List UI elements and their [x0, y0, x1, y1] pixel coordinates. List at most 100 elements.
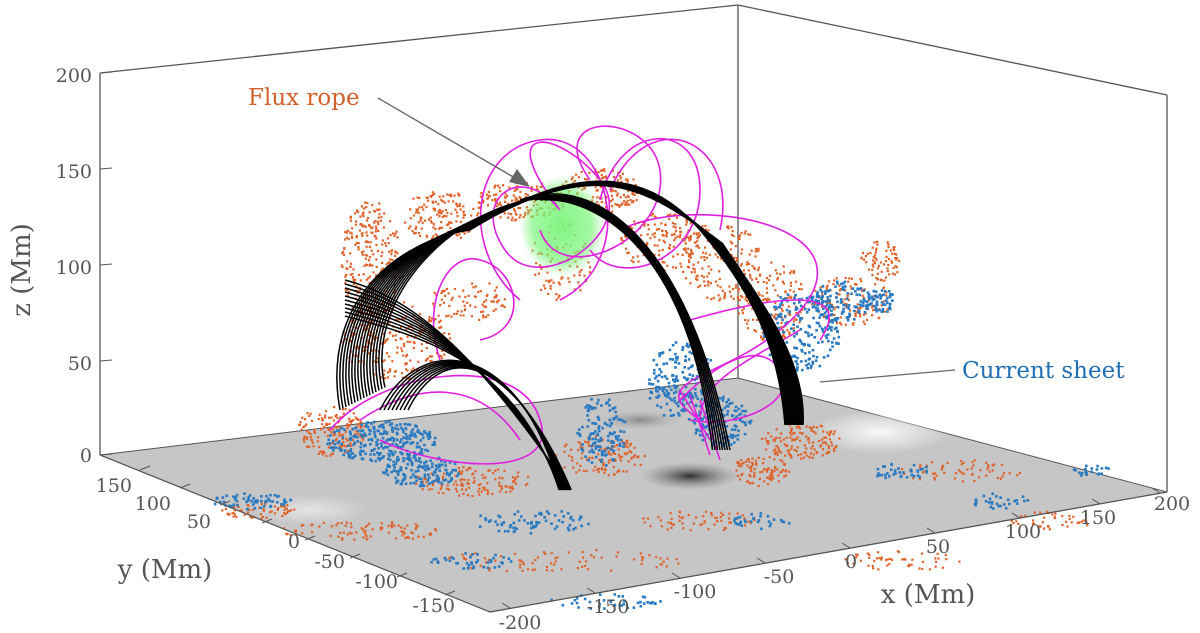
current-sheet-point	[411, 441, 415, 444]
flux-rope-point	[732, 256, 735, 259]
current-sheet-point	[418, 464, 421, 468]
magenta-field-line	[539, 125, 662, 258]
flux-rope-point	[734, 245, 737, 248]
current-sheet-point	[415, 476, 418, 479]
box-front	[99, 454, 1168, 613]
flux-rope-point	[824, 441, 827, 444]
flux-rope-point	[631, 201, 634, 204]
flux-rope-point	[626, 178, 629, 181]
flux-rope-point	[668, 243, 672, 247]
flux-rope-point	[405, 355, 408, 358]
flux-rope-point	[434, 233, 437, 236]
flux-rope-point	[437, 345, 440, 348]
flux-rope-point	[1051, 513, 1054, 516]
flux-rope-point	[668, 246, 671, 249]
current-sheet-point	[360, 429, 363, 433]
flux-rope-point	[431, 200, 434, 203]
flux-rope-point	[417, 360, 420, 363]
flux-rope-point	[796, 436, 799, 439]
current-sheet-point	[561, 603, 565, 607]
flux-rope-point	[781, 468, 784, 472]
flux-rope-point	[537, 272, 540, 275]
flux-rope-point	[771, 471, 774, 474]
flux-rope-point	[368, 225, 371, 228]
flux-rope-point	[987, 464, 990, 467]
flux-rope-point	[782, 282, 785, 285]
current-sheet-point	[865, 303, 869, 307]
flux-rope-point	[651, 212, 654, 215]
flux-rope-point	[388, 321, 391, 324]
current-sheet-point	[352, 434, 356, 438]
flux-rope-point	[755, 247, 758, 251]
flux-rope-point	[782, 265, 785, 268]
flux-rope-point	[385, 244, 388, 247]
flux-rope-point	[891, 252, 894, 255]
flux-rope-point	[235, 515, 238, 518]
flux-rope-point	[779, 459, 782, 462]
current-sheet-point	[539, 511, 543, 515]
current-sheet-point	[547, 512, 551, 515]
current-sheet-point	[734, 521, 737, 525]
flux-rope-point	[527, 475, 530, 478]
current-sheet-point	[689, 391, 692, 395]
current-sheet-point	[795, 307, 799, 310]
y-tick-label: 100	[135, 493, 171, 515]
current-sheet-point	[596, 402, 599, 405]
flux-rope-point	[611, 459, 614, 462]
current-sheet-point	[394, 462, 397, 466]
flux-rope-point	[396, 252, 399, 255]
flux-rope-point	[736, 461, 739, 465]
flux-rope-point	[401, 372, 404, 375]
flux-rope-point	[765, 448, 768, 451]
flux-rope-point	[283, 511, 286, 514]
flux-rope-point	[393, 291, 396, 294]
flux-rope-point	[611, 446, 614, 449]
flux-rope-point	[807, 437, 810, 440]
current-sheet-point	[1072, 468, 1076, 471]
flux-rope-point	[462, 556, 465, 559]
flux-rope-point	[388, 332, 391, 335]
current-sheet-point	[456, 474, 459, 478]
flux-rope-point	[477, 206, 480, 209]
flux-rope-point	[781, 460, 784, 463]
flux-rope-point	[381, 243, 384, 246]
current-sheet-point	[875, 303, 879, 307]
current-sheet-point	[825, 316, 829, 320]
flux-rope-point	[513, 479, 516, 482]
current-sheet-point	[553, 514, 557, 517]
current-sheet-point	[697, 413, 701, 417]
current-sheet-point	[407, 457, 410, 460]
flux-rope-point	[493, 296, 496, 299]
current-sheet-point	[404, 427, 408, 430]
current-sheet-point	[652, 358, 656, 362]
flux-rope-point	[736, 512, 739, 515]
flux-rope-point	[619, 177, 622, 180]
current-sheet-point	[395, 424, 399, 427]
flux-rope-point	[468, 230, 471, 233]
current-sheet-point	[248, 494, 252, 497]
flux-rope-point	[577, 176, 580, 179]
flux-rope-point	[629, 444, 632, 447]
flux-rope-point	[463, 232, 466, 235]
flux-rope-point	[866, 552, 869, 555]
flux-rope-point	[462, 314, 465, 317]
flux-rope-point	[438, 215, 441, 218]
flux-rope-point	[766, 476, 769, 479]
flux-rope-point	[383, 377, 387, 380]
current-sheet-point	[347, 453, 351, 457]
current-sheet-point	[443, 556, 447, 560]
flux-rope-point	[776, 294, 780, 297]
current-sheet-point	[512, 530, 516, 533]
flux-rope-point	[463, 478, 466, 481]
current-sheet-point	[887, 290, 891, 293]
flux-rope-point	[581, 452, 584, 455]
flux-rope-point	[901, 467, 904, 471]
current-sheet-point	[432, 558, 436, 561]
flux-rope-point	[623, 452, 626, 455]
current-sheet-point	[230, 505, 234, 508]
flux-rope-point	[743, 232, 746, 235]
current-sheet-point	[232, 495, 235, 498]
flux-rope-point	[780, 307, 783, 310]
x-tick-label: 50	[926, 536, 950, 558]
current-sheet-point	[502, 556, 505, 559]
